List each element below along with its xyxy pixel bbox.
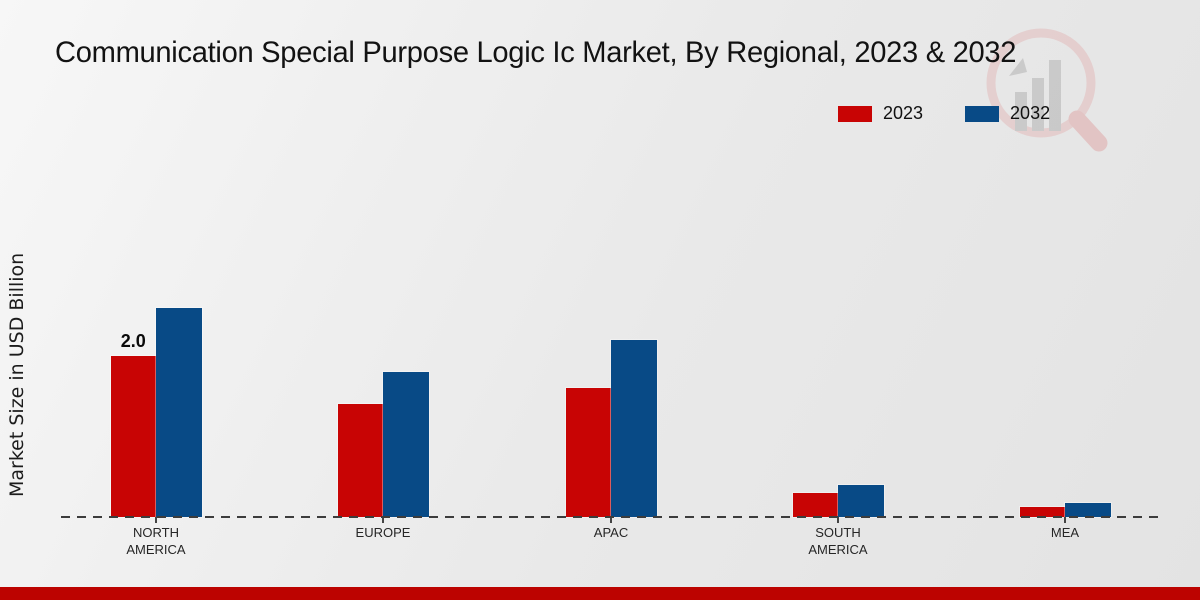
x-axis-label-apac: APAC [593, 525, 629, 540]
x-axis-label-south-america: SOUTH AMERICA [808, 525, 868, 557]
bar-2032-south-america [838, 484, 884, 517]
x-axis-tick-mea [1064, 517, 1066, 523]
x-axis-tick-south-america [837, 517, 839, 523]
legend-item-2023: 2023 [838, 103, 923, 124]
x-axis-tick-europe [382, 517, 384, 523]
y-axis-label: Market Size in USD Billion [6, 252, 28, 498]
chart-title: Communication Special Purpose Logic Ic M… [55, 36, 1017, 69]
bar-2023-europe [337, 404, 383, 517]
legend-item-2032: 2032 [965, 103, 1050, 124]
bar-2023-north-america [110, 356, 156, 517]
legend-swatch-2032-icon [965, 105, 1000, 122]
magnifier-bar-chart-logo-icon [986, 28, 1108, 152]
x-axis-baseline [61, 516, 1158, 518]
x-axis-label-mea: MEA [1050, 525, 1080, 540]
bar-2032-north-america [156, 307, 202, 517]
legend-label-2032: 2032 [1010, 103, 1051, 123]
data-label-2023-north-america: 2.0 [120, 331, 146, 351]
bar-2023-apac [565, 388, 611, 517]
bar-2032-europe [383, 372, 429, 517]
legend: 2023 2032 [838, 103, 1050, 124]
x-axis-tick-apac [610, 517, 612, 523]
x-axis-label-europe: EUROPE [355, 525, 411, 540]
bar-2032-apac [611, 339, 657, 517]
legend-label-2023: 2023 [883, 103, 924, 123]
x-axis-label-north-america: NORTH AMERICA [126, 525, 186, 557]
bar-2032-mea [1065, 502, 1111, 517]
footer-accent-bar [0, 587, 1200, 600]
legend-swatch-2023-icon [838, 105, 872, 122]
bar-2023-mea [1019, 506, 1065, 517]
x-axis-tick-north-america [155, 517, 157, 523]
bar-2023-south-america [792, 492, 838, 517]
